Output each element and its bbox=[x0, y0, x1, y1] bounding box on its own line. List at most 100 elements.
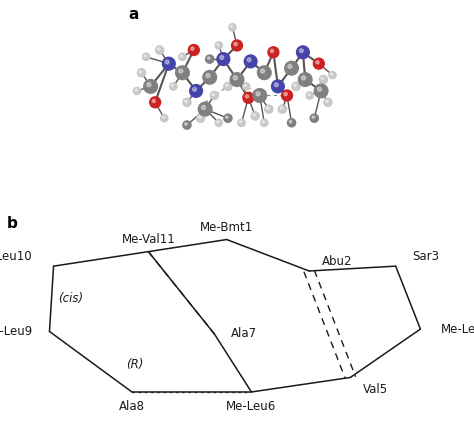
Circle shape bbox=[179, 53, 186, 61]
Circle shape bbox=[312, 116, 315, 118]
Circle shape bbox=[217, 121, 219, 123]
Circle shape bbox=[280, 107, 283, 109]
Circle shape bbox=[289, 120, 292, 123]
Circle shape bbox=[139, 70, 142, 73]
Circle shape bbox=[287, 119, 296, 127]
Circle shape bbox=[278, 105, 287, 113]
Circle shape bbox=[191, 47, 194, 50]
Text: Me-Val11: Me-Val11 bbox=[121, 233, 175, 246]
Circle shape bbox=[135, 89, 137, 91]
Circle shape bbox=[266, 107, 269, 109]
Circle shape bbox=[229, 24, 236, 31]
Circle shape bbox=[244, 84, 246, 87]
Circle shape bbox=[162, 116, 164, 118]
Circle shape bbox=[329, 72, 336, 79]
Text: Sar3: Sar3 bbox=[412, 250, 439, 263]
Circle shape bbox=[306, 92, 313, 99]
Circle shape bbox=[152, 99, 155, 103]
Text: Me-Leu6: Me-Leu6 bbox=[226, 400, 276, 413]
Text: Ala8: Ala8 bbox=[119, 400, 145, 413]
Circle shape bbox=[220, 56, 224, 59]
Circle shape bbox=[224, 82, 232, 91]
Circle shape bbox=[157, 48, 160, 50]
Circle shape bbox=[243, 92, 254, 103]
Circle shape bbox=[226, 116, 228, 118]
Circle shape bbox=[253, 89, 266, 102]
Text: Me-Leu9: Me-Leu9 bbox=[0, 325, 33, 338]
Circle shape bbox=[215, 42, 222, 49]
Circle shape bbox=[206, 55, 214, 63]
Circle shape bbox=[246, 95, 249, 98]
Text: Abu2: Abu2 bbox=[321, 255, 352, 268]
Text: Me-Bmt1: Me-Bmt1 bbox=[200, 221, 253, 234]
Circle shape bbox=[319, 75, 328, 84]
Circle shape bbox=[239, 121, 242, 123]
Circle shape bbox=[183, 121, 191, 129]
Circle shape bbox=[215, 119, 222, 126]
Circle shape bbox=[226, 84, 228, 87]
Circle shape bbox=[284, 93, 287, 96]
Circle shape bbox=[314, 84, 328, 98]
Circle shape bbox=[155, 46, 164, 54]
Circle shape bbox=[253, 114, 255, 116]
Text: Ala7: Ala7 bbox=[231, 328, 257, 341]
Circle shape bbox=[292, 82, 300, 91]
Circle shape bbox=[150, 97, 161, 108]
Text: Val5: Val5 bbox=[363, 383, 388, 396]
Circle shape bbox=[133, 87, 141, 95]
Circle shape bbox=[318, 87, 321, 91]
Circle shape bbox=[147, 83, 151, 87]
Circle shape bbox=[261, 69, 264, 73]
Circle shape bbox=[262, 121, 264, 123]
Text: Me-Leu10: Me-Leu10 bbox=[0, 250, 33, 263]
Circle shape bbox=[300, 49, 303, 53]
Circle shape bbox=[181, 55, 182, 57]
Circle shape bbox=[238, 119, 245, 126]
Circle shape bbox=[171, 84, 173, 87]
Circle shape bbox=[297, 46, 310, 59]
Circle shape bbox=[233, 76, 237, 80]
Circle shape bbox=[231, 40, 243, 51]
Circle shape bbox=[265, 105, 273, 113]
Circle shape bbox=[179, 69, 183, 73]
Text: b: b bbox=[7, 216, 18, 231]
Circle shape bbox=[321, 77, 324, 80]
Circle shape bbox=[197, 114, 205, 123]
Circle shape bbox=[190, 85, 202, 97]
Circle shape bbox=[243, 83, 250, 90]
Circle shape bbox=[198, 102, 212, 116]
Circle shape bbox=[272, 80, 284, 93]
Circle shape bbox=[183, 98, 191, 107]
Circle shape bbox=[201, 105, 206, 109]
Circle shape bbox=[185, 100, 187, 102]
Circle shape bbox=[212, 93, 214, 96]
Circle shape bbox=[274, 83, 278, 87]
Circle shape bbox=[285, 61, 298, 75]
Circle shape bbox=[261, 119, 268, 126]
Circle shape bbox=[294, 84, 296, 87]
Circle shape bbox=[161, 115, 168, 122]
Circle shape bbox=[313, 58, 324, 69]
Circle shape bbox=[310, 114, 319, 123]
Circle shape bbox=[288, 64, 292, 69]
Circle shape bbox=[206, 74, 210, 77]
Circle shape bbox=[256, 92, 260, 96]
Circle shape bbox=[324, 98, 332, 107]
Circle shape bbox=[316, 61, 319, 64]
Circle shape bbox=[185, 123, 187, 125]
Circle shape bbox=[230, 25, 233, 27]
Circle shape bbox=[208, 57, 210, 59]
Circle shape bbox=[176, 66, 189, 80]
Circle shape bbox=[188, 45, 199, 56]
Circle shape bbox=[301, 76, 306, 80]
Circle shape bbox=[298, 73, 312, 86]
Circle shape bbox=[244, 55, 257, 68]
Circle shape bbox=[137, 69, 146, 77]
Circle shape bbox=[326, 100, 328, 102]
Circle shape bbox=[257, 66, 271, 80]
Circle shape bbox=[282, 90, 292, 101]
Text: a: a bbox=[128, 7, 138, 22]
Circle shape bbox=[144, 80, 157, 93]
Circle shape bbox=[165, 60, 169, 64]
Circle shape bbox=[308, 93, 310, 96]
